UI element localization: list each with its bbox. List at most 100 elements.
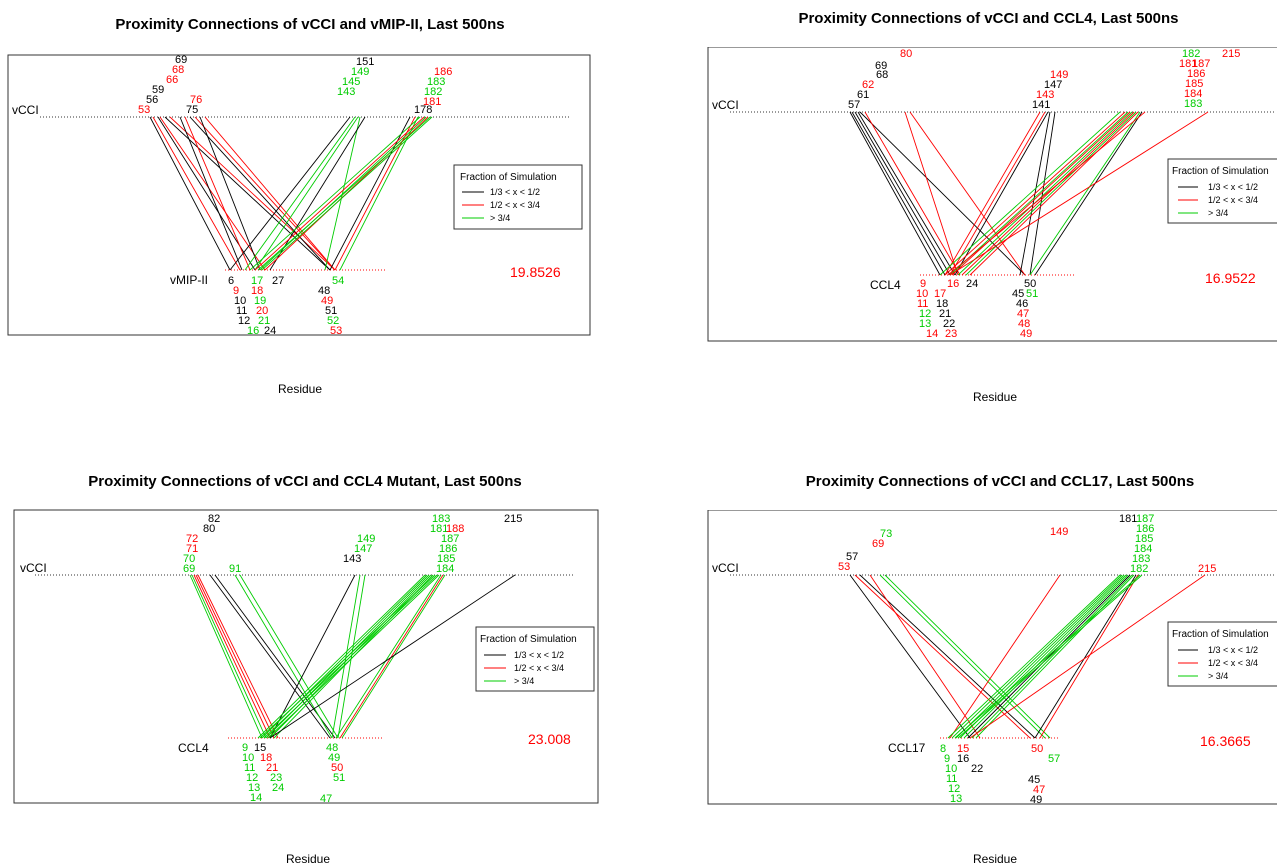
bottom-residue-label: 16 [947,278,959,290]
connection-line [257,574,426,739]
legend-title: Fraction of Simulation [460,172,557,183]
legend-entry: > 3/4 [1208,671,1228,681]
connection-line [335,574,442,739]
chart-title: Proximity Connections of vCCI and CCL4, … [798,10,1179,27]
top-residue-label: 71 [186,543,198,555]
score-value: 16.9522 [1205,270,1256,286]
connection-line [249,116,421,271]
bottom-residue-label: 10 [945,763,957,775]
connection-line [1029,111,1141,276]
top-residue-label: 183 [432,513,450,525]
bottom-residue-label: 12 [238,315,250,327]
bottom-residue-label: 23 [270,772,282,784]
connection-line [184,116,251,271]
x-axis-label: Residue [972,852,1018,866]
top-residue-label: 59 [152,84,164,96]
bottom-residue-label: 17 [251,275,263,287]
top-residue-label: 56 [146,94,158,106]
bottom-residue-label: 24 [966,278,978,290]
top-residue-label: 182 [1182,48,1200,60]
connection-line [955,574,1125,739]
legend-entry: 1/2 < x < 3/4 [1208,195,1258,205]
connection-line [269,574,356,739]
connection-line [339,116,419,271]
connection-line [152,116,241,271]
connection-line [849,574,971,739]
top-residue-label: 70 [183,553,195,565]
bottom-axis-label: CCL17 [888,741,926,755]
top-residue-label: 141 [1032,99,1050,111]
connection-line [975,574,1135,739]
bottom-residue-label: 10 [234,295,246,307]
top-residue-label: 61 [857,89,869,101]
plot-frame [7,54,591,336]
legend-entry: 1/3 < x < 1/2 [1208,182,1258,192]
bottom-residue-label: 18 [260,752,272,764]
bottom-residue-label: 50 [1024,278,1036,290]
bottom-residue-label: 13 [950,793,962,805]
top-residue-label: 181 [1179,58,1197,70]
top-residue-label: 185 [1135,533,1153,545]
bottom-residue-label: 12 [948,783,960,795]
top-residue-label: 185 [437,553,455,565]
connection-line [254,116,425,271]
bottom-residue-label: 24 [272,782,284,794]
legend: Fraction of Simulation 1/3 < x < 1/2 1/2… [453,164,583,230]
connection-line [329,116,411,271]
bottom-residue-label: 50 [331,762,343,774]
connection-line [947,111,1146,276]
bottom-residue-label: 52 [327,315,339,327]
top-residue-label: 72 [186,533,198,545]
connection-line [189,116,331,271]
legend-title: Fraction of Simulation [1172,629,1269,640]
bottom-residue-label: 11 [236,305,247,317]
chart-plot: vCCI CCL17 73695753149181187186185184183… [707,510,1277,806]
bottom-residue-label: 45 [1012,288,1024,300]
top-residue-label: 53 [838,561,850,573]
connection-line [963,574,1129,739]
top-residue-label: 186 [439,543,457,555]
top-residue-label: 187 [1192,58,1210,70]
connection-line [971,574,1133,739]
connection-line [239,574,339,739]
bottom-residue-label: 16 [957,753,969,765]
bottom-residue-label: 47 [320,793,332,805]
bottom-residue-label: 12 [919,308,931,320]
top-residue-label: 62 [862,79,874,91]
top-residue-label: 53 [138,104,150,116]
connection-line [859,574,1036,739]
bottom-residue-label: 46 [1016,298,1028,310]
bottom-residue-label: 14 [926,328,938,340]
connection-line [214,574,336,739]
legend-entry: > 3/4 [490,213,510,223]
chart-panel-1: Proximity Connections of vCCI and vMIP-I… [0,0,600,400]
bottom-residue-label: 47 [1033,784,1045,796]
top-residue-label: 149 [357,533,375,545]
top-residue-label: 73 [880,528,892,540]
bottom-residue-label: 9 [920,278,926,290]
bottom-residue-label: 12 [246,772,258,784]
bottom-residue-label: 15 [254,742,266,754]
connection-line [261,116,433,271]
plot-frame [707,510,1277,805]
bottom-residue-label: 22 [943,318,955,330]
connection-line [864,111,961,276]
connection-line [944,111,1126,276]
connection-line [195,574,275,739]
top-residue-label: 215 [504,513,522,525]
connection-line [961,111,1135,276]
connection-line [967,574,1131,739]
connection-line [339,574,444,739]
top-residue-label: 68 [876,69,888,81]
connection-line [263,574,438,739]
connection-line [949,574,1061,739]
connection-line [944,111,1041,276]
legend-entry: 1/3 < x < 1/2 [514,650,564,660]
bottom-residue-label: 27 [272,275,284,287]
connection-line [1034,111,1143,276]
bottom-residue-label: 51 [333,772,345,784]
bottom-residue-label: 21 [939,308,951,320]
score-value: 16.3665 [1200,733,1251,749]
connection-line [857,111,956,276]
